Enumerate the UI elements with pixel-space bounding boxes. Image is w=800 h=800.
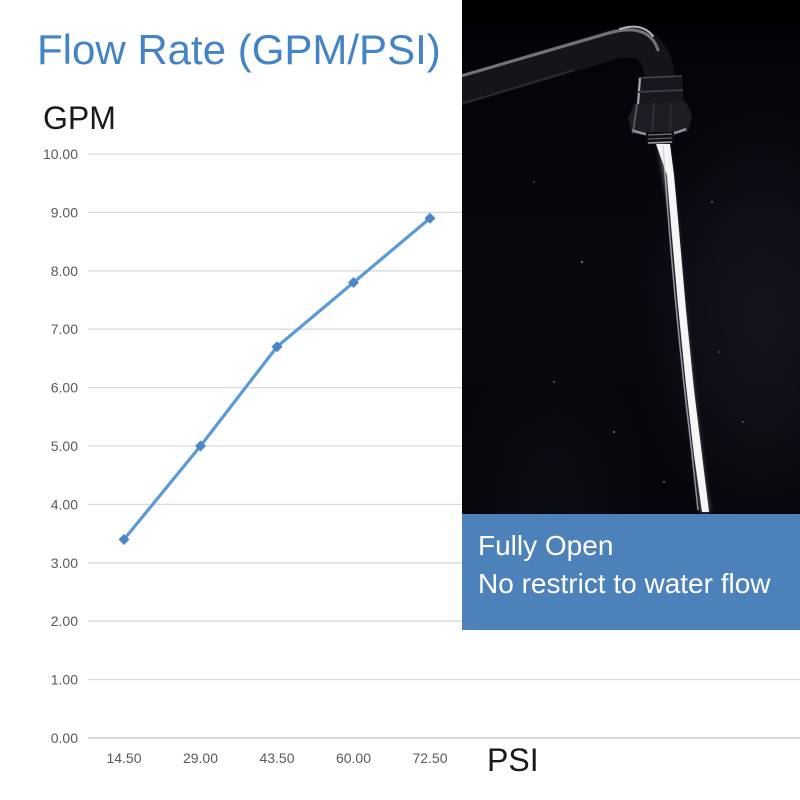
nut-left-facet: [632, 103, 638, 134]
caption-line-2: No restrict to water flow: [478, 568, 771, 599]
flow-rate-line: [122, 216, 432, 542]
y-tick-label: 5.00: [51, 438, 78, 454]
y-tick-label: 1.00: [51, 672, 78, 688]
thread-ridge-2: [647, 137, 673, 140]
y-tick-label: 6.00: [51, 380, 78, 396]
x-tick-label: 60.00: [336, 750, 371, 766]
pipe-top-highlight: [462, 28, 660, 78]
data-point-marker: [195, 440, 206, 452]
x-tick-label: 29.00: [183, 750, 218, 766]
thread-ridge-1: [647, 133, 673, 136]
x-tick-label: 14.50: [106, 750, 141, 766]
y-tick-label: 3.00: [51, 555, 78, 571]
photo-top-band: [462, 0, 800, 24]
y-axis-unit-label: GPM: [43, 100, 116, 136]
thread-ridge-3: [647, 141, 673, 144]
water-flow-photo: Fully Open No restrict to water flow: [462, 0, 800, 630]
collar-groove: [636, 89, 684, 93]
x-tick-label: 43.50: [259, 750, 294, 766]
collar-top-edge: [637, 75, 683, 79]
caption-line-1: Fully Open: [478, 530, 614, 561]
data-point-marker: [271, 341, 283, 353]
y-tick-label: 4.00: [51, 496, 78, 512]
data-point-marker: [118, 533, 130, 545]
water-stream: [656, 144, 709, 512]
caption-box: Fully Open No restrict to water flow: [462, 514, 800, 630]
y-tick-label: 10.00: [43, 146, 78, 162]
pipe-elbow-glint: [619, 25, 654, 37]
nut-facet-1: [651, 102, 655, 135]
y-tick-label: 0.00: [51, 730, 78, 746]
data-point-marker: [424, 212, 436, 224]
x-tick-label: 72.50: [412, 750, 447, 766]
pipe-bottom-reflection: [462, 69, 575, 105]
page-title: Flow Rate (GPM/PSI): [37, 26, 441, 73]
y-tick-label: 7.00: [51, 321, 78, 337]
y-tick-label: 9.00: [51, 204, 78, 220]
water-stream-streak: [662, 145, 699, 511]
faucet-pipe: [462, 27, 675, 106]
nut-facet-2: [669, 102, 672, 134]
hex-nut: [628, 102, 692, 134]
droplet-specks: [533, 181, 744, 483]
y-tick-label: 2.00: [51, 613, 78, 629]
y-tick-label: 8.00: [51, 263, 78, 279]
data-point-marker: [348, 276, 359, 288]
x-axis-unit-label: PSI: [487, 742, 539, 778]
